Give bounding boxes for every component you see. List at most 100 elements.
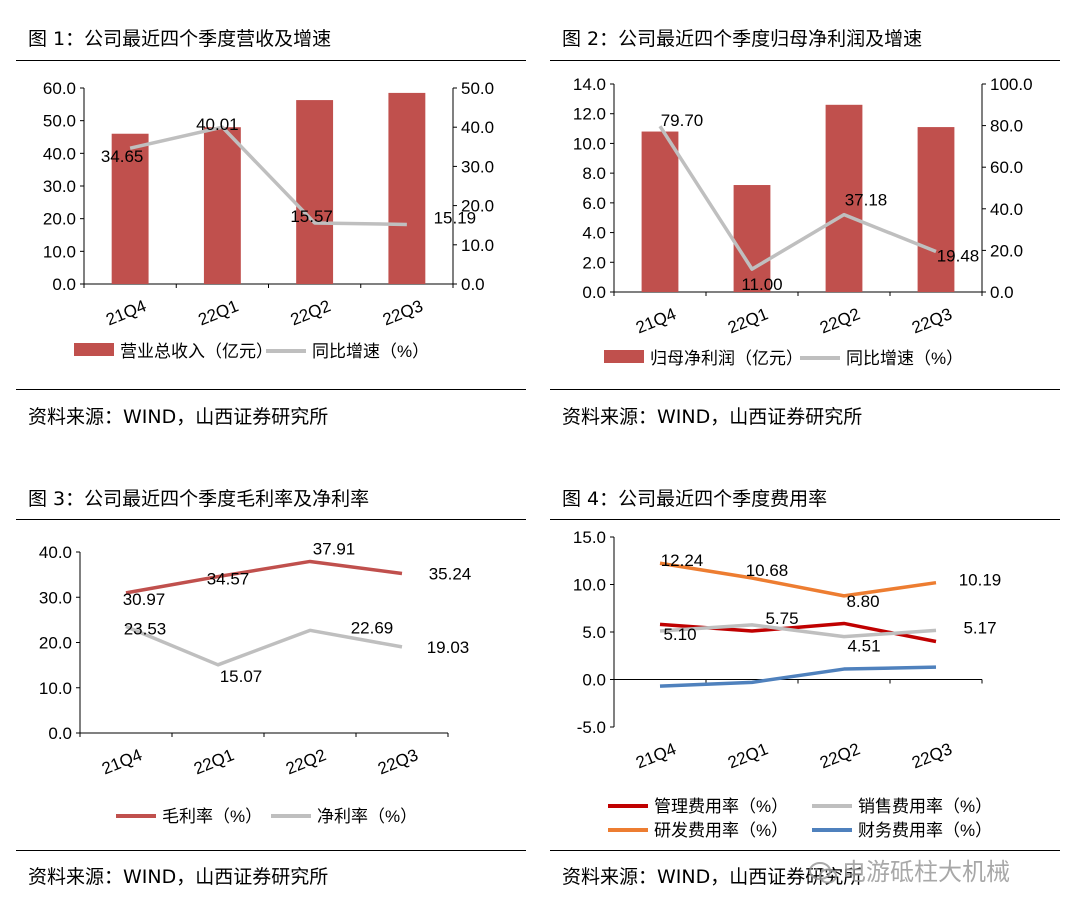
y-tick-label-right: 40.0 (461, 118, 494, 137)
y-tick-label-right: 30.0 (461, 157, 494, 176)
y-tick-label-left: 0.0 (582, 671, 606, 690)
series-line-1 (659, 623, 937, 639)
data-label: 5.17 (963, 618, 996, 637)
figure2-title: 图 2：公司最近四个季度归母净利润及增速 (562, 28, 923, 50)
legend-label: 营业总收入（亿元） (120, 342, 273, 361)
bar-22Q2 (296, 100, 334, 284)
x-tick-label: 22Q1 (725, 304, 771, 337)
y-tick-label-left: 10.0 (573, 134, 606, 153)
bar-22Q1 (203, 127, 241, 284)
data-label: 5.75 (765, 609, 798, 628)
data-label: 15.57 (290, 207, 333, 226)
data-label: 19.03 (427, 638, 470, 657)
figure3-bottom-rule (16, 850, 526, 851)
legend-label: 同比增速（%） (312, 342, 429, 361)
x-tick-label: 22Q2 (288, 296, 334, 329)
figure3-title: 图 3：公司最近四个季度毛利率及净利率 (28, 488, 370, 510)
y-tick-label-right: 0.0 (461, 275, 485, 294)
data-label: 15.19 (434, 208, 477, 227)
y-tick-label-left: 20.0 (39, 634, 72, 653)
y-tick-label-left: -5.0 (577, 718, 606, 737)
y-tick-label-left: 50.0 (43, 112, 76, 131)
y-tick-label-right: 0.0 (990, 283, 1014, 302)
x-tick-label: 21Q4 (633, 304, 679, 337)
figure1-source: 资料来源：WIND，山西证券研究所 (28, 406, 329, 428)
bar-22Q1 (733, 185, 771, 292)
y-tick-label-left: 30.0 (43, 177, 76, 196)
growth-line (129, 125, 407, 227)
data-label: 11.00 (741, 275, 782, 294)
x-tick-label: 22Q1 (191, 745, 237, 778)
x-tick-label: 22Q2 (283, 745, 329, 778)
legend-label: 销售费用率（%） (858, 797, 992, 816)
data-label: 4.51 (847, 637, 880, 656)
series-line-0 (125, 559, 403, 595)
wechat-icon (809, 862, 837, 884)
figure2-source: 资料来源：WIND，山西证券研究所 (562, 406, 863, 428)
data-label: 23.53 (124, 620, 167, 639)
figure2-chart: 0.0 2.0 4.0 6.0 8.0 10.0 12.0 14.0 0.0 20.0 40.0 60… (573, 75, 1033, 368)
bar-22Q3 (917, 127, 955, 292)
y-tick-label-right: 80.0 (990, 117, 1023, 136)
figure1-top-rule (16, 60, 526, 61)
legend-label: 研发费用率（%） (654, 821, 788, 840)
x-tick-label: 22Q1 (195, 296, 241, 329)
x-tick-label: 22Q2 (817, 739, 863, 772)
y-tick-label-left: 15.0 (573, 528, 606, 547)
y-tick-label-right: 100.0 (990, 75, 1033, 94)
data-label: 12.24 (661, 551, 704, 570)
bar-21Q4 (111, 133, 149, 284)
y-tick-label-left: 0.0 (52, 275, 76, 294)
y-tick-label-left: 2.0 (582, 253, 606, 272)
y-tick-label-left: 14.0 (573, 75, 606, 94)
legend-label: 归母净利润（亿元） (650, 349, 803, 368)
legend-label: 财务费用率（%） (858, 821, 992, 840)
data-label: 37.91 (313, 539, 356, 558)
data-label: 37.18 (845, 191, 888, 210)
legend-label: 毛利率（%） (162, 807, 262, 826)
data-label: 30.97 (123, 590, 166, 609)
y-tick-label-left: 12.0 (573, 105, 606, 124)
y-tick-label-left: 4.0 (582, 224, 606, 243)
x-tick-label: 22Q3 (909, 304, 955, 337)
y-tick-label-left: 10.0 (43, 242, 76, 261)
data-label: 79.70 (661, 111, 704, 130)
data-label: 10.68 (746, 561, 789, 580)
data-label: 15.07 (220, 667, 263, 686)
figure2-top-rule (550, 60, 1060, 61)
series-line-2 (659, 561, 937, 598)
y-tick-label-left: 0.0 (582, 283, 606, 302)
data-label: 8.80 (846, 592, 879, 611)
watermark: 电游砥柱大机械 (808, 852, 1010, 887)
y-tick-label-left: 30.0 (39, 588, 72, 607)
y-tick-label-left: 10.0 (573, 576, 606, 595)
x-tick-label: 21Q4 (99, 745, 145, 778)
x-tick-label: 22Q1 (725, 739, 771, 772)
y-tick-label-left: 10.0 (39, 679, 72, 698)
data-label: 19.48 (937, 246, 980, 265)
x-tick-label: 22Q2 (817, 304, 863, 337)
y-tick-label-left: 8.0 (582, 164, 606, 183)
figure3-chart: 0.0 10.0 20.0 30.0 40.0 21Q4 22Q1 22Q2 22Q3 30.97… (39, 539, 471, 826)
y-tick-label-right: 10.0 (461, 236, 494, 255)
figure2-bottom-rule (550, 389, 1060, 390)
x-tick-label: 22Q3 (375, 745, 421, 778)
legend-label: 净利率（%） (317, 807, 417, 826)
y-tick-label-left: 20.0 (43, 210, 76, 229)
y-tick-label-left: 5.0 (582, 623, 606, 642)
y-tick-label-right: 20.0 (990, 241, 1023, 260)
bar-21Q4 (641, 131, 679, 292)
x-tick-label: 21Q4 (103, 296, 149, 329)
y-tick-label-left: 40.0 (39, 543, 72, 562)
x-tick-label: 21Q4 (633, 739, 679, 772)
watermark-text: 电游砥柱大机械 (842, 858, 1010, 886)
y-tick-label-left: 40.0 (43, 144, 76, 163)
figure4-title: 图 4：公司最近四个季度费用率 (562, 488, 828, 510)
figure4-source: 资料来源：WIND，山西证券研究所 (562, 866, 863, 888)
y-tick-label-right: 40.0 (990, 200, 1023, 219)
data-label: 22.69 (351, 618, 394, 637)
legend-label: 管理费用率（%） (654, 797, 788, 816)
x-tick-label: 22Q3 (909, 739, 955, 772)
figure4-top-rule (550, 519, 1060, 520)
figure1-title: 图 1：公司最近四个季度营收及增速 (28, 28, 332, 50)
